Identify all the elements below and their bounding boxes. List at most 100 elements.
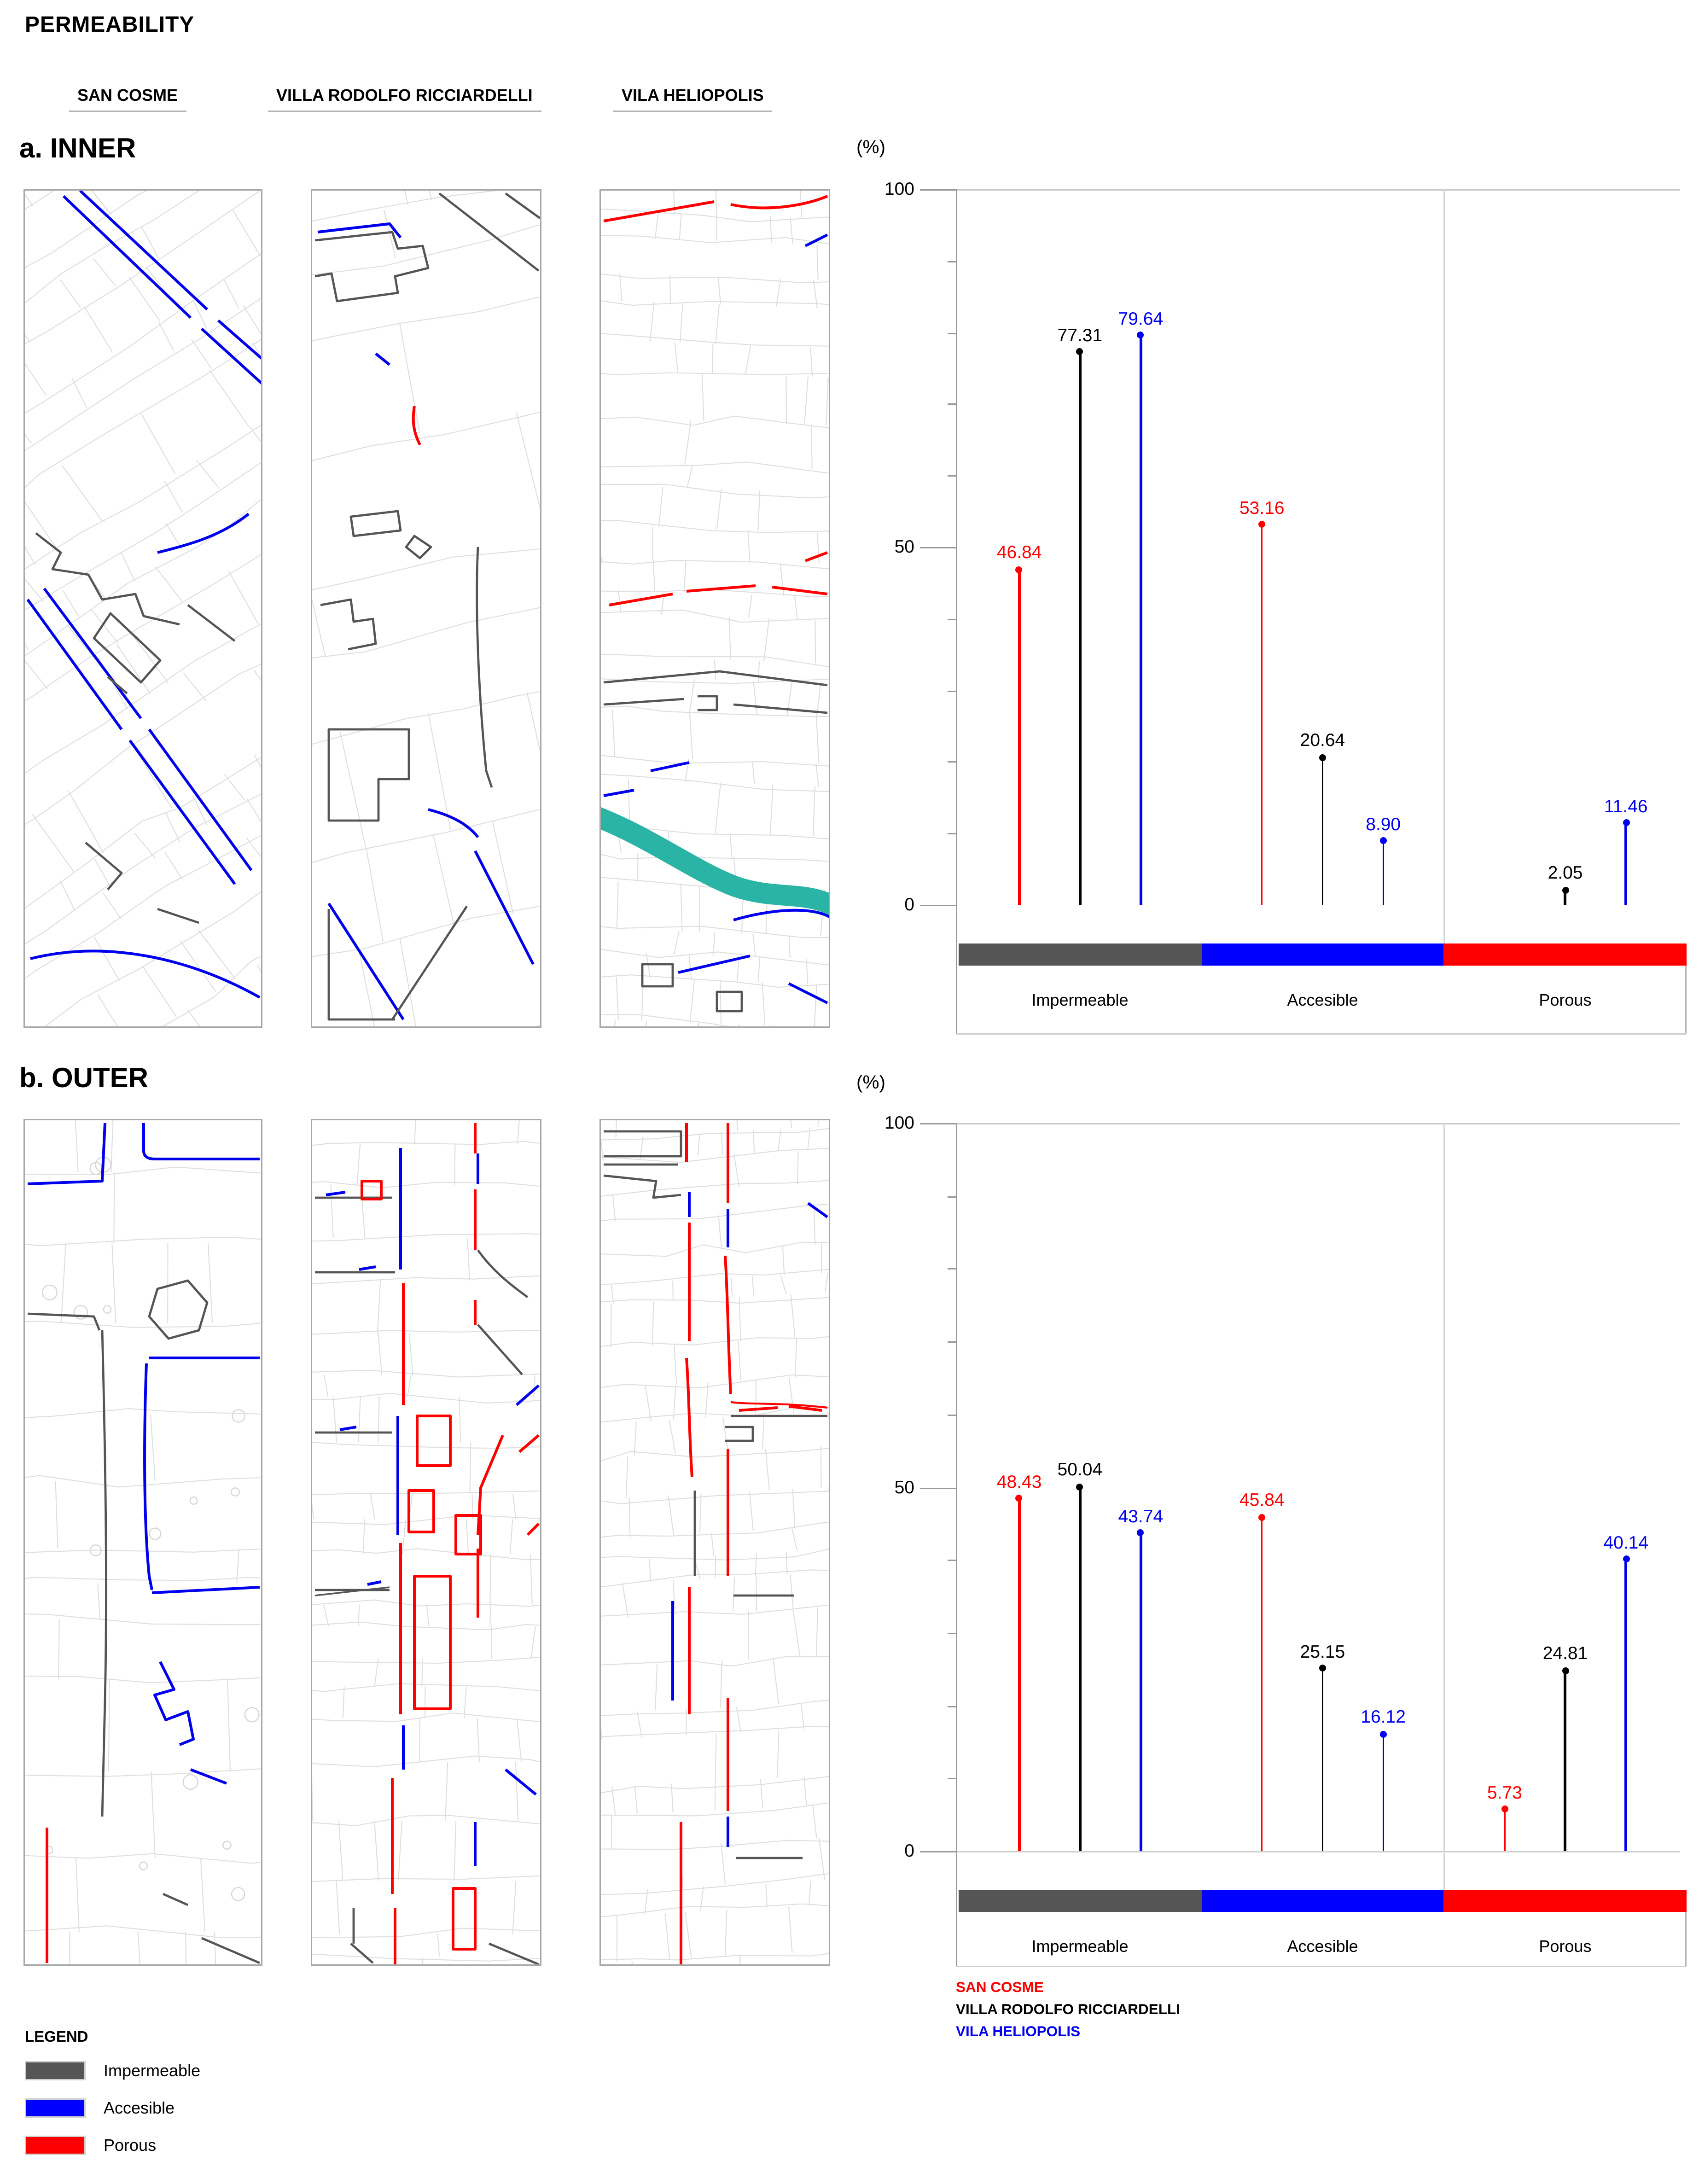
value-label: 53.16 — [1239, 496, 1285, 518]
y-axis-major-tick — [920, 1487, 956, 1489]
frontage-line — [30, 949, 261, 999]
column-header-vila-heliopolis: VILA HELIOPOLIS — [613, 86, 772, 112]
y-axis-tick-label: 100 — [884, 178, 914, 199]
legend-swatch-impermeable — [25, 2061, 86, 2080]
map-panel-inner-villa-rodolfo-ricciardelli — [311, 189, 541, 1028]
y-axis-minor-tick — [948, 1632, 956, 1634]
frontage-line — [326, 1191, 346, 1196]
stem-dot — [1319, 753, 1326, 761]
y-axis-line — [956, 189, 957, 1033]
frontage-line — [317, 222, 402, 239]
category-label: Impermeable — [1031, 990, 1129, 1010]
frontage-line — [361, 1180, 383, 1200]
value-label: 20.64 — [1300, 729, 1345, 751]
frontage-line — [733, 703, 828, 714]
stem — [1140, 1532, 1142, 1851]
stem — [1564, 1670, 1566, 1851]
value-label: 43.74 — [1118, 1505, 1164, 1526]
value-label: 5.73 — [1487, 1782, 1522, 1803]
frontage-line — [26, 599, 123, 730]
stem — [1564, 890, 1566, 905]
value-label: 79.64 — [1118, 307, 1164, 328]
frontage-line — [200, 327, 261, 385]
legend-item: Porous — [25, 2136, 329, 2155]
frontage-line — [187, 604, 236, 642]
y-axis-minor-tick — [948, 1705, 956, 1707]
y-axis-major-tick — [920, 1851, 956, 1852]
right-lower-spine — [1685, 966, 1687, 1033]
frontage-line — [454, 1514, 482, 1555]
legend-swatch-accesible — [25, 2098, 86, 2118]
frontage-line — [314, 231, 430, 303]
right-lower-spine — [1685, 1912, 1687, 1966]
frontage-line — [650, 761, 690, 772]
frontage-line — [685, 1357, 693, 1477]
frontage-line — [405, 535, 432, 559]
frontage-line — [190, 1768, 227, 1785]
frontage-line — [730, 1401, 828, 1409]
legend-title: LEGEND — [25, 2029, 88, 2046]
frontage-line — [428, 808, 479, 838]
category-label: Accesible — [1287, 1937, 1358, 1956]
frontage-line — [412, 406, 421, 446]
frontage-line — [476, 547, 493, 788]
stem — [1624, 822, 1627, 905]
category-bar-accesible — [1201, 943, 1444, 966]
value-label: 11.46 — [1604, 795, 1648, 816]
stem-dot — [1562, 886, 1569, 894]
stem — [1018, 1498, 1021, 1851]
frontage-line — [505, 1768, 537, 1796]
y-axis-line — [956, 1123, 957, 1966]
frontage-line — [153, 1661, 195, 1746]
frontage-line — [603, 1174, 681, 1199]
value-label: 45.84 — [1239, 1490, 1285, 1511]
y-axis-tick-label: 50 — [894, 1476, 914, 1497]
stem-dot — [1622, 1555, 1629, 1562]
frontage-line — [733, 909, 829, 921]
frontage-line — [526, 1522, 540, 1536]
value-label: 24.81 — [1542, 1642, 1588, 1664]
value-label: 77.31 — [1057, 324, 1103, 345]
legend-label: Impermeable — [104, 2061, 201, 2080]
frontage-line — [143, 1363, 153, 1590]
legend-swatch-porous — [25, 2136, 86, 2155]
legend-item: Accesible — [25, 2098, 329, 2118]
frontage-line — [603, 698, 684, 706]
stem — [1382, 1734, 1385, 1851]
frontage-line — [142, 1123, 260, 1160]
value-label: 46.84 — [996, 542, 1042, 563]
frontage-line — [201, 1937, 260, 1964]
bottom-spine — [956, 1966, 1687, 1967]
frontage-line — [93, 612, 162, 684]
category-label: Porous — [1539, 1937, 1592, 1956]
y-axis-minor-tick — [948, 1778, 956, 1780]
frontage-line — [27, 1123, 106, 1185]
frontage-line — [603, 789, 634, 797]
frontage-line — [128, 740, 236, 885]
column-header-villa-rodolfo-ricciardelli: VILLA RODOLFO RICCIARDELLI — [268, 86, 541, 112]
category-bar-accesible — [1201, 1890, 1444, 1912]
frontage-line — [474, 850, 535, 965]
y-axis-tick-label: 50 — [894, 536, 914, 557]
frontage-line — [438, 192, 540, 272]
y-axis-minor-tick — [948, 332, 956, 334]
stem — [1624, 1559, 1627, 1851]
value-label: 25.15 — [1300, 1640, 1345, 1661]
y-axis-minor-tick — [948, 261, 956, 262]
frontage-line — [772, 586, 828, 595]
frontage-line — [516, 1384, 540, 1406]
column-header-san-cosme: SAN COSME — [69, 86, 186, 112]
stem-dot — [1258, 521, 1266, 528]
stem-dot — [1562, 1667, 1569, 1674]
stem — [1261, 1517, 1263, 1851]
frontage-line — [804, 551, 828, 562]
frontage-line — [804, 233, 828, 247]
frontage-line — [101, 1330, 107, 1817]
y-axis-minor-tick — [948, 1414, 956, 1416]
frontage-line — [609, 593, 673, 606]
frontage-line — [518, 1434, 540, 1453]
stem-dot — [1379, 838, 1387, 845]
stem — [1382, 841, 1385, 905]
frontage-line — [413, 1575, 452, 1710]
